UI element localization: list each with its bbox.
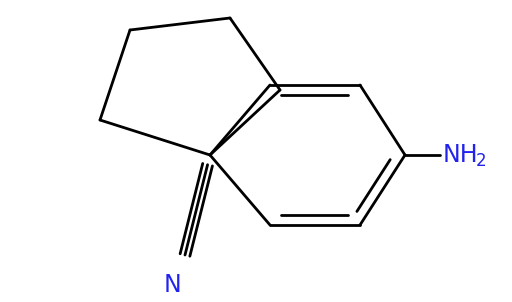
Text: NH: NH	[443, 143, 479, 167]
Text: N: N	[163, 273, 181, 297]
Text: 2: 2	[476, 152, 486, 170]
